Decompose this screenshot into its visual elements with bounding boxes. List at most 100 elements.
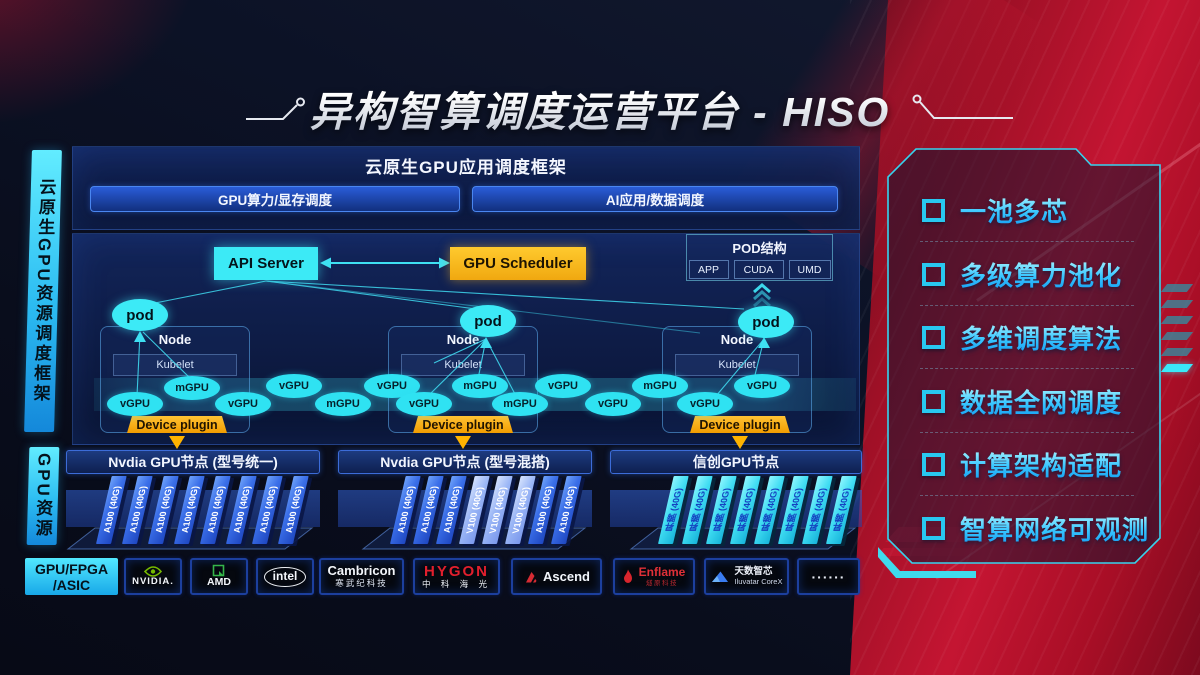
feature-item-label: 计算架构适配 (960, 446, 1122, 483)
checkbox-bullet-icon (922, 198, 945, 222)
kubelet-box: Kubelet (401, 354, 525, 376)
feature-item-3: 多维调度算法 (922, 320, 1122, 354)
dashed-separator (920, 432, 1134, 433)
chip-label-line2: /ASIC (52, 576, 91, 593)
vendor-logo-text: 天数智芯 (734, 566, 773, 578)
dashed-separator (920, 368, 1134, 369)
pod-struct-app: APP (688, 260, 729, 279)
api-server-box: API Server (214, 247, 318, 280)
bar-gpu-compute-scheduling: GPU算力/显存调度 (90, 186, 460, 212)
feature-item-1: 一池多芯 (922, 193, 1068, 227)
device-plugin-box-3: Device plugin (690, 416, 790, 433)
vgpu-ellipse: vGPU (266, 374, 322, 398)
vgpu-ellipse: vGPU (734, 374, 790, 398)
nvidia-eye-icon (144, 565, 162, 577)
side-label-text: GPU资源 (32, 453, 54, 539)
pod-ellipse-1: pod (112, 299, 168, 331)
mgpu-ellipse: mGPU (632, 374, 688, 398)
feature-item-label: 多级算力池化 (960, 256, 1122, 293)
kubelet-box: Kubelet (113, 354, 237, 376)
gpu-node-bar-nvidia-mixed: Nvdia GPU节点 (型号混搭) (338, 450, 592, 474)
vgpu-ellipse: vGPU (677, 392, 733, 416)
vgpu-ellipse: vGPU (396, 392, 452, 416)
device-plugin-box-1: Device plugin (127, 416, 227, 433)
vendor-logo-text: ······ (811, 568, 846, 585)
logo-content: Cambricon 寒武纪科技 (328, 563, 396, 589)
device-plugin-box-2: Device plugin (413, 416, 513, 433)
vgpu-ellipse: vGPU (107, 392, 163, 416)
dashed-separator (920, 495, 1134, 496)
side-label-gpu-resource: GPU资源 (26, 447, 60, 545)
pod-struct-cuda: CUDA (733, 260, 784, 279)
logo-content: HYGON 中 科 海 光 (421, 562, 492, 590)
mgpu-ellipse: mGPU (315, 392, 371, 416)
vendor-logo-nvidia: NVIDIA. (124, 558, 182, 595)
mgpu-ellipse: mGPU (164, 376, 220, 400)
top-panel-title: 云原生GPU应用调度框架 (365, 158, 567, 177)
intel-oval-icon: intel (263, 566, 307, 587)
feature-item-label: 一池多芯 (960, 192, 1068, 229)
vendor-logo-enflame: Enflame 燧原科技 (613, 558, 695, 595)
panel-corner-bracket (878, 547, 976, 578)
vendor-logo-text: Enflame (638, 565, 686, 580)
feature-item-label: 多维调度算法 (960, 319, 1122, 356)
vendor-logo-text: HYGON (423, 562, 489, 580)
vgpu-ellipse: vGPU (535, 374, 591, 398)
pod-struct-title: POD结构 (732, 241, 787, 256)
ascend-mark-icon (526, 571, 537, 582)
features-panel-frame (878, 148, 1161, 578)
page-title: 异构智算调度运营平台 - HISO (0, 78, 1200, 138)
checkbox-bullet-icon (922, 325, 945, 349)
checkbox-bullet-icon (922, 262, 945, 286)
node-title: Node (446, 332, 480, 347)
node-title: Node (158, 332, 192, 347)
dashed-separator (920, 305, 1134, 306)
dashed-separator (920, 241, 1134, 242)
feature-item-2: 多级算力池化 (922, 257, 1122, 291)
chip-types-label: GPU/FPGA /ASIC (25, 558, 118, 595)
vgpu-ellipse: vGPU (215, 392, 271, 416)
amd-arrow-icon (213, 564, 225, 577)
vendor-logo-intel: intel (256, 558, 314, 595)
vendor-logo-subtext: 燧原科技 (646, 579, 678, 587)
vendor-logo-text2: Cambricon 寒武纪科技 (319, 558, 404, 595)
logo-content: NVIDIA. (132, 565, 174, 587)
vendor-logo-iluvatar: 天数智芯 Iluvatar CoreX (704, 558, 789, 595)
enflame-flame-icon (623, 569, 632, 583)
pod-struct-umd: UMD (788, 260, 831, 279)
kubelet-box: Kubelet (675, 354, 799, 376)
side-label-cloud-native-gpu-framework: 云原生GPU资源调度框架 (24, 150, 62, 432)
vendor-logo-dots: ······ (797, 558, 860, 595)
bar-ai-data-scheduling: AI应用/数据调度 (472, 186, 838, 212)
vendor-logo-ascend: Ascend (511, 558, 602, 595)
checkbox-bullet-icon (922, 516, 945, 540)
logo-content: 天数智芯 Iluvatar CoreX (734, 566, 783, 586)
feature-item-5: 计算架构适配 (922, 447, 1122, 481)
pod-ellipse-3: pod (738, 306, 794, 338)
vendor-logo-text: AMD (207, 576, 231, 589)
chip-label-line1: GPU/FPGA (34, 560, 109, 577)
vendor-logo-hygon: HYGON 中 科 海 光 (413, 558, 500, 595)
logo-content: AMD (207, 564, 231, 589)
vendor-logo-subtext: 中 科 海 光 (421, 579, 492, 590)
node-title: Node (720, 332, 754, 347)
side-label-text: 云原生GPU资源调度框架 (30, 178, 56, 404)
vendor-logo-amd: AMD (190, 558, 248, 595)
checkbox-bullet-icon (922, 389, 945, 413)
feature-item-label: 智算网络可观测 (960, 510, 1149, 547)
feature-item-4: 数据全网调度 (922, 384, 1122, 418)
vendor-logo-subtext: Iluvatar CoreX (734, 576, 783, 586)
mgpu-ellipse: mGPU (492, 392, 548, 416)
vendor-logo-subtext: 寒武纪科技 (335, 578, 388, 589)
pod-ellipse-2: pod (460, 305, 516, 337)
pod-struct-box: POD结构 APP CUDA UMD (686, 234, 833, 281)
gpu-node-bar-nvidia-uniform: Nvdia GPU节点 (型号统一) (66, 450, 320, 474)
checkbox-bullet-icon (922, 452, 945, 476)
vgpu-ellipse: vGPU (585, 392, 641, 416)
feature-item-label: 数据全网调度 (960, 383, 1122, 420)
vendor-logo-text: Ascend (543, 569, 590, 584)
gpu-scheduler-box: GPU Scheduler (450, 247, 586, 280)
vendor-logo-text: NVIDIA. (132, 575, 174, 587)
iluvatar-mountain-icon (711, 571, 728, 582)
